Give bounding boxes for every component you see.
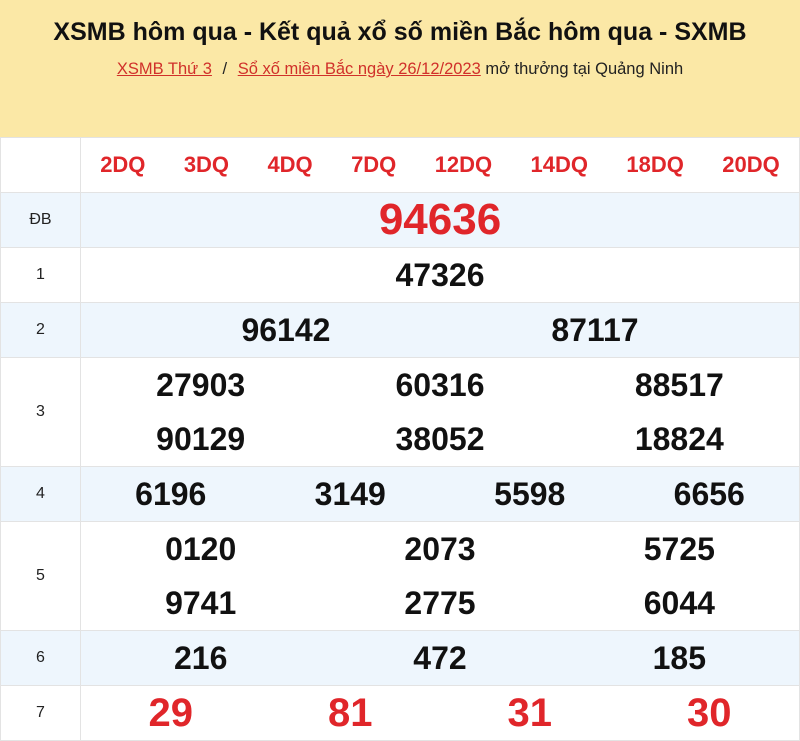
- dq-code: 4DQ: [267, 152, 313, 177]
- prize-number: 30: [687, 690, 732, 735]
- prize-number: 6196: [135, 475, 207, 512]
- prize-number: 5598: [494, 475, 566, 512]
- prize-number: 18824: [634, 420, 724, 457]
- prize-label: 4: [0, 466, 81, 522]
- prize-number: 38052: [395, 420, 485, 457]
- prize-row: ĐB 94636: [0, 192, 800, 248]
- prize-number: 216: [173, 639, 228, 676]
- prize-number: 472: [413, 639, 467, 676]
- empty-cell: [0, 137, 81, 193]
- breadcrumb: XSMB Thứ 3 / Sổ xố miền Bắc ngày 26/12/2…: [0, 60, 800, 79]
- breadcrumb-link-date[interactable]: Sổ xố miền Bắc ngày 26/12/2023: [237, 60, 481, 78]
- dq-code: 2DQ: [100, 152, 146, 177]
- prize-number: 60316: [395, 366, 485, 403]
- prize-number: 96142: [241, 311, 331, 348]
- dq-code: 12DQ: [434, 152, 493, 177]
- prize-number: 2073: [404, 530, 476, 567]
- breadcrumb-link-weekday[interactable]: XSMB Thứ 3: [116, 60, 212, 78]
- prize-label: 1: [0, 247, 81, 303]
- prize-row: 6 216 472 185: [0, 630, 800, 686]
- prize-number: 6044: [643, 584, 715, 621]
- prize-row: 7 29 81 31 30: [0, 685, 800, 741]
- prize-number: 87117: [551, 311, 639, 348]
- prize-number: 94636: [378, 195, 502, 244]
- prize-label: 3: [0, 357, 81, 467]
- prize-number: 6656: [673, 475, 745, 512]
- prize-number: 47326: [395, 256, 485, 293]
- prize-number: 29: [148, 690, 194, 735]
- prize-row: 2 96142 87117: [0, 302, 800, 358]
- prize-number: 0120: [165, 530, 237, 567]
- prize-number: 88517: [634, 366, 724, 403]
- dq-code: 14DQ: [530, 152, 589, 177]
- prize-row: 4 6196 3149 5598 6656: [0, 466, 800, 522]
- breadcrumb-suffix: mở thưởng tại Quảng Ninh: [485, 60, 684, 78]
- prize-row: 5 0120 2073 5725 9741 2775 6044: [0, 521, 800, 631]
- prize-number: 9741: [165, 584, 237, 621]
- dq-code: 18DQ: [626, 152, 684, 177]
- prize-label: 7: [0, 685, 81, 741]
- page-title: XSMB hôm qua - Kết quả xổ số miền Bắc hô…: [53, 18, 747, 46]
- dq-code: 7DQ: [351, 152, 397, 177]
- prize-number: 5725: [643, 530, 715, 567]
- prize-row: 3 27903 60316 88517 90129 38052 18824: [0, 357, 800, 467]
- prize-number: 81: [328, 690, 373, 735]
- prize-number: 185: [652, 639, 707, 676]
- dq-codes-row: 2DQ 3DQ 4DQ 7DQ 12DQ 14DQ 18DQ 20DQ: [81, 152, 799, 178]
- prize-label: ĐB: [0, 192, 81, 248]
- prize-number: 2775: [404, 584, 476, 621]
- prize-row: 1 47326: [0, 247, 800, 303]
- prize-label: 2: [0, 302, 81, 358]
- dq-code: 20DQ: [722, 152, 780, 177]
- prize-number: 3149: [314, 475, 386, 512]
- prize-label: 5: [0, 521, 81, 631]
- results-table: 2DQ 3DQ 4DQ 7DQ 12DQ 14DQ 18DQ 20DQ ĐB 94636 1 473…: [0, 137, 800, 741]
- breadcrumb-separator: /: [222, 60, 228, 78]
- prize-number: 27903: [156, 366, 246, 403]
- prize-label: 6: [0, 630, 81, 686]
- page-header: XSMB hôm qua - Kết quả xổ số miền Bắc hô…: [0, 0, 800, 137]
- prize-number: 90129: [156, 420, 246, 457]
- dq-code: 3DQ: [183, 152, 230, 177]
- prize-number: 31: [507, 690, 553, 735]
